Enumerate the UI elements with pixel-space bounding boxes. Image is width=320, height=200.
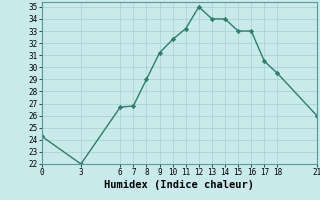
X-axis label: Humidex (Indice chaleur): Humidex (Indice chaleur) [104, 180, 254, 190]
